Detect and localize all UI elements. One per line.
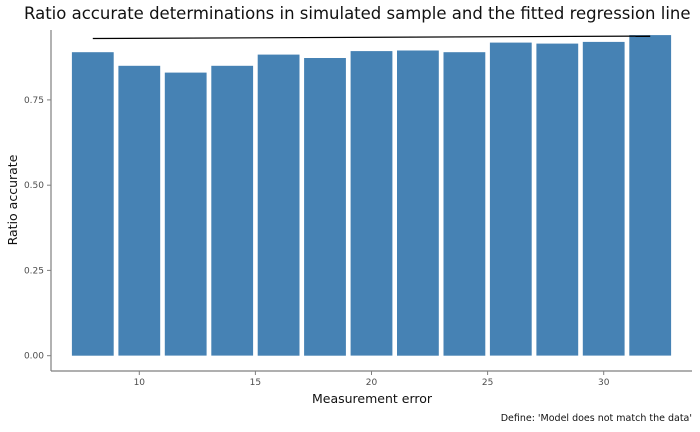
bar-30 xyxy=(582,41,625,356)
bar-26 xyxy=(489,42,532,356)
x-tick-label: 30 xyxy=(598,378,610,388)
x-tick-label: 25 xyxy=(482,378,493,388)
x-tick-label: 15 xyxy=(250,378,261,388)
regression-line-group xyxy=(92,35,651,40)
y-tick-label: 0.00 xyxy=(24,352,44,362)
chart-caption: Define: 'Model does not match the data' xyxy=(501,413,692,424)
y-tick-label: 0.25 xyxy=(24,266,44,276)
bar-16 xyxy=(257,54,300,356)
bar-28 xyxy=(536,43,579,356)
bar-14 xyxy=(211,65,254,356)
y-ticks-group: 0.00 0.25 0.50 0.75 xyxy=(24,96,51,362)
x-tick-label: 10 xyxy=(134,378,146,388)
x-tick-label: 20 xyxy=(366,378,378,388)
bar-22 xyxy=(397,50,439,356)
y-tick-label: 0.50 xyxy=(24,181,44,191)
bars-group xyxy=(71,35,672,356)
x-ticks-group: 10 15 20 25 30 xyxy=(134,371,610,388)
bar-24 xyxy=(443,52,486,356)
y-axis-title: Ratio accurate xyxy=(5,154,20,245)
bar-10 xyxy=(118,65,161,356)
y-tick-label: 0.75 xyxy=(24,96,44,106)
x-axis-title: Measurement error xyxy=(312,391,433,406)
bar-8 xyxy=(71,52,114,356)
bar-32 xyxy=(629,35,672,356)
bar-18 xyxy=(304,58,346,356)
bar-20 xyxy=(350,51,393,356)
bar-12 xyxy=(164,72,207,356)
regression-line xyxy=(92,35,651,40)
chart-title: Ratio accurate determinations in simulat… xyxy=(24,4,691,23)
